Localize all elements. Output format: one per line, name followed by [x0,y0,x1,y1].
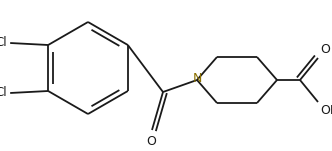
Text: Cl: Cl [0,37,7,50]
Text: N: N [192,72,202,85]
Text: O: O [146,135,156,148]
Text: Cl: Cl [0,87,7,100]
Text: O: O [320,43,330,56]
Text: OH: OH [320,104,332,117]
